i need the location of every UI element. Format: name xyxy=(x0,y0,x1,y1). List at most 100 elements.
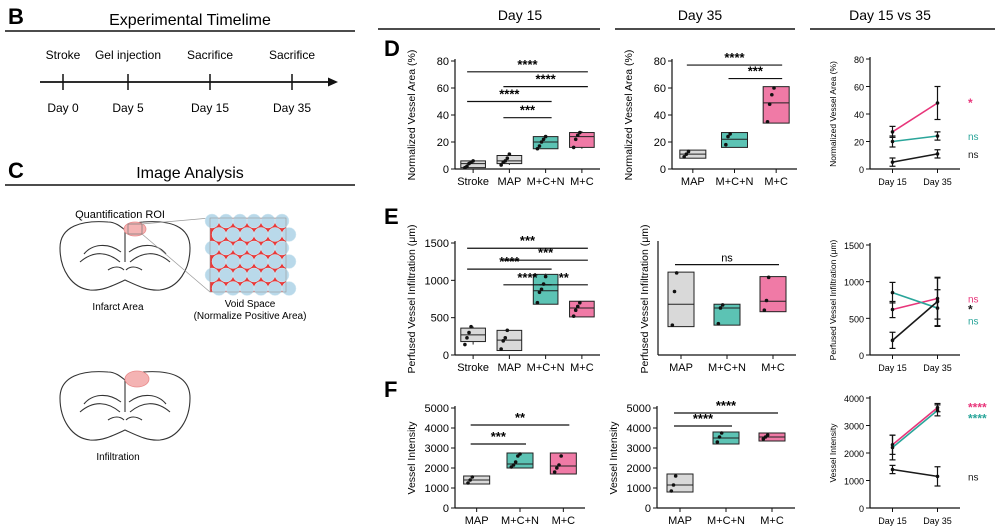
x-tick-label: MAP xyxy=(681,176,705,188)
y-axis-label: Perfused Vessel Infiltration (μm) xyxy=(828,240,838,361)
data-point xyxy=(575,304,580,309)
x-tick-label: Stroke xyxy=(457,176,489,188)
data-point xyxy=(503,159,508,163)
data-point xyxy=(465,164,469,169)
y-tick-label: 4000 xyxy=(627,423,651,435)
void-space-sublabel: (Normalize Positive Area) xyxy=(194,311,307,322)
sig-label: **** xyxy=(517,57,538,72)
data-point xyxy=(511,463,516,467)
sig-label: **** xyxy=(968,412,987,426)
y-tick-label: 1500 xyxy=(844,241,864,251)
data-point xyxy=(669,489,674,493)
panel-b-title: Experimental Timelime xyxy=(109,12,271,29)
x-tick-label: M+C xyxy=(761,362,785,374)
y-tick-label: 40 xyxy=(854,110,864,120)
series-line xyxy=(892,297,938,311)
data-point xyxy=(935,299,940,304)
zoom-line-bottom xyxy=(141,233,211,293)
box xyxy=(762,86,790,124)
y-tick-label: 80 xyxy=(437,56,449,68)
x-tick-label: M+C xyxy=(552,515,576,527)
chart-d_line: 0 20 40 60 80 Normalized Vessel Area (%) Day 1… xyxy=(828,55,979,187)
data-point xyxy=(552,470,557,474)
void-bubble xyxy=(239,227,255,242)
y-axis-label: Vessel Intensity xyxy=(828,423,838,483)
sig-label: **** xyxy=(536,72,557,87)
sig-label: **** xyxy=(716,398,737,413)
sig-label: * xyxy=(968,96,973,110)
y-tick-label: 2000 xyxy=(844,449,864,459)
data-point xyxy=(671,483,676,487)
chart-e35: Perfused Vessel Infiltration (μm) MAP M+C+… xyxy=(639,224,796,374)
y-tick-label: 80 xyxy=(854,55,864,65)
chart-d35: 0 20 40 60 80 Normalized Vessel Area (%) MAP M+… xyxy=(623,50,797,188)
y-tick-label: 0 xyxy=(443,350,449,362)
sig-label: ns xyxy=(721,253,733,265)
sig-label: ** xyxy=(559,270,570,285)
data-point xyxy=(719,431,724,435)
data-point xyxy=(543,274,548,279)
y-tick-label: 5000 xyxy=(425,403,449,415)
box xyxy=(666,473,694,493)
x-tick-label: M+C+N xyxy=(707,515,745,527)
data-point xyxy=(463,342,467,347)
void-bubble xyxy=(267,254,283,269)
data-point xyxy=(765,433,770,437)
data-point xyxy=(764,298,769,303)
void-bubble xyxy=(225,254,241,269)
void-bubble xyxy=(281,254,297,269)
void-bubble xyxy=(239,254,255,269)
y-tick-label: 0 xyxy=(859,351,864,361)
panel-letter-f: F xyxy=(384,377,397,402)
data-point xyxy=(571,145,576,150)
void-bubble xyxy=(246,213,262,229)
data-point xyxy=(573,137,578,142)
data-point xyxy=(466,481,470,485)
data-point xyxy=(499,347,503,351)
void-bubble xyxy=(246,240,262,256)
chart-e_line: 0 500 1000 1500 Perfused Vessel Infiltration… xyxy=(828,240,979,373)
x-tick-label: M+C xyxy=(764,176,788,188)
data-point xyxy=(890,130,895,134)
x-tick-label: Day 15 xyxy=(878,516,907,526)
data-point xyxy=(539,287,544,292)
void-bubble xyxy=(211,227,227,242)
timeline-event-label: Sacrifice xyxy=(269,48,315,62)
sig-label: ns xyxy=(968,295,979,306)
data-point xyxy=(518,452,522,456)
void-bubble xyxy=(218,240,234,256)
void-bubble xyxy=(232,267,248,283)
data-point xyxy=(935,134,940,138)
data-point xyxy=(674,271,679,275)
y-tick-label: 80 xyxy=(654,56,666,68)
void-bubble xyxy=(253,254,269,269)
sig-label: ** xyxy=(515,410,526,425)
infiltration-label: Infiltration xyxy=(96,452,139,463)
data-point xyxy=(935,101,940,105)
data-point xyxy=(890,445,895,450)
data-point xyxy=(715,440,720,444)
x-tick-label: M+C+N xyxy=(501,515,539,527)
void-bubble xyxy=(274,213,290,229)
sig-label: **** xyxy=(499,254,520,269)
y-tick-label: 0 xyxy=(660,164,666,176)
void-bubble xyxy=(204,213,220,229)
data-point xyxy=(890,338,895,343)
void-bubble xyxy=(267,281,283,296)
void-bubble xyxy=(281,281,297,296)
y-tick-label: 1000 xyxy=(844,477,864,487)
data-point xyxy=(557,463,561,467)
x-tick-label: M+C xyxy=(570,362,594,374)
data-point xyxy=(890,290,895,295)
chart-e15: 0 500 1000 1500 Perfused Vessel Infiltration… xyxy=(406,224,600,374)
data-point xyxy=(471,159,475,163)
data-point xyxy=(505,328,510,333)
void-bubble xyxy=(267,227,283,242)
y-tick-label: 60 xyxy=(854,83,864,93)
data-point xyxy=(470,475,475,479)
y-tick-label: 0 xyxy=(859,165,864,175)
data-point xyxy=(765,119,770,124)
x-tick-label: Day 35 xyxy=(923,516,952,526)
void-bubble xyxy=(260,213,276,229)
data-point xyxy=(935,474,940,479)
